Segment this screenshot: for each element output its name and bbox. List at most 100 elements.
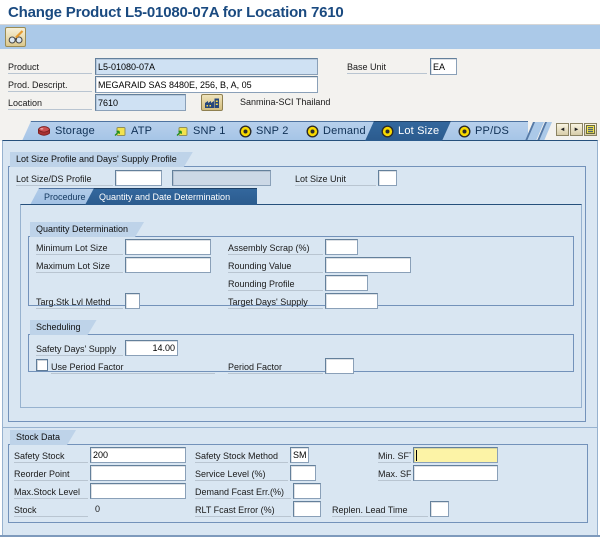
storage-icon [37,125,51,138]
lot-size-ds-profile-field[interactable] [115,170,162,186]
subtab-label: Quantity and Date Determination [99,191,231,202]
targ-stk-lvl-methd-label: Targ.Stk Lvl Methd [36,296,123,309]
replen-lead-time-field[interactable] [430,501,449,517]
title-bar: Change Product L5-01080-07A for Location… [0,0,600,25]
rlt-fcast-error-label: RLT Fcast Error (%) [195,504,291,517]
safety-stock-method-label: Safety Stock Method [195,450,288,463]
period-factor-label: Period Factor [228,361,323,374]
lot-size-profile-groupbox [8,166,586,422]
scheduling-groupbox [28,334,574,372]
lower-panel [2,428,598,535]
target-days-supply-label: Target Days' Supply [228,296,323,309]
radio-dot-icon [238,124,252,138]
tab-scroll-left-button[interactable]: ◄ [556,123,569,136]
prod-descript-label: Prod. Descript. [8,79,92,92]
tab-label: SNP 2 [256,125,289,137]
tab-label: PP/DS [475,125,510,137]
safety-stock-field[interactable] [90,447,186,463]
rlt-fcast-error-field[interactable] [293,501,321,517]
initial-icon [175,125,189,138]
stock-data-group-title: Stock Data [10,430,76,445]
tab-storage[interactable]: Storage [22,121,107,141]
stock-label: Stock [14,504,88,517]
max-sft-label: Max. SFT [378,469,411,481]
location-label: Location [8,97,92,110]
scroll-right-icon: ► [573,126,580,133]
radio-dot-icon [305,124,319,138]
scroll-left-icon: ◄ [559,126,566,133]
tab-snp2[interactable]: SNP 2 [223,121,299,141]
scheduling-group-title: Scheduling [30,320,97,335]
service-level-label: Service Level (%) [195,468,288,481]
demand-fcast-err-label: Demand Fcast Err.(%) [195,486,291,499]
tab-label: Storage [55,125,95,137]
initial-icon [113,125,127,138]
target-days-supply-field[interactable] [325,293,378,309]
lot-size-unit-field[interactable] [378,170,397,186]
base-unit-field[interactable] [430,58,457,75]
subtab-label: Procedure [44,191,86,202]
rounding-value-label: Rounding Value [228,260,323,273]
location-lookup-button[interactable] [201,94,223,111]
quantity-determination-group-title: Quantity Determination [30,222,144,237]
tab-label: Lot Size [398,125,440,137]
prod-descript-field[interactable] [95,76,318,93]
text-cursor [416,450,417,461]
use-period-factor-label: Use Period Factor [51,361,215,374]
stock-data-groupbox [8,444,588,523]
safety-stock-method-field[interactable] [290,447,309,463]
tab-snp1[interactable]: SNP 1 [160,121,232,141]
min-sft-field[interactable] [413,447,498,463]
tab-ppds[interactable]: PP/DS [442,121,528,141]
tab-label: Demand [323,125,366,137]
minimum-lot-size-field[interactable] [125,239,211,255]
safety-days-supply-field[interactable] [125,340,178,356]
reorder-point-label: Reorder Point [14,468,88,481]
stock-value: 0 [95,504,101,514]
tab-label: ATP [131,125,153,137]
tab-list-icon [586,125,595,134]
product-field[interactable] [95,58,318,75]
quantity-determination-groupbox [28,236,574,306]
max-stock-level-field[interactable] [90,483,186,499]
maximum-lot-size-field[interactable] [125,257,211,273]
glasses-pencil-icon [8,29,24,45]
product-label: Product [8,61,92,74]
tab-demand[interactable]: Demand [290,121,374,141]
tab-lot-size[interactable]: Lot Size [365,121,451,141]
tab-atp[interactable]: ATP [98,121,169,141]
tab-label: SNP 1 [193,125,226,137]
subtab-content-panel [20,204,582,408]
rounding-value-field[interactable] [325,257,411,273]
use-period-factor-checkbox[interactable] [36,359,48,371]
lot-size-ds-profile-description-field [172,170,271,186]
factory-icon [204,97,220,109]
tab-overview-button[interactable] [584,123,597,136]
period-factor-field[interactable] [325,358,354,374]
safety-days-supply-label: Safety Days' Supply [36,343,123,356]
replen-lead-time-label: Replen. Lead Time [332,504,428,517]
rounding-profile-label: Rounding Profile [228,278,323,291]
tab-scroll-right-button[interactable]: ► [570,123,583,136]
radio-dot-icon [380,125,394,138]
rounding-profile-field[interactable] [325,275,368,291]
lot-size-unit-label: Lot Size Unit [295,173,376,186]
window-bottom-divider [0,535,600,537]
demand-fcast-err-field[interactable] [293,483,321,499]
display-change-toggle-button[interactable] [5,27,26,47]
page-title: Change Product L5-01080-07A for Location… [8,4,344,21]
targ-stk-lvl-methd-field[interactable] [125,293,140,309]
max-stock-level-label: Max.Stock Level [14,486,88,499]
reorder-point-field[interactable] [90,465,186,481]
assembly-scrap-field[interactable] [325,239,358,255]
service-level-field[interactable] [290,465,316,481]
location-field[interactable] [95,94,186,111]
subtab-quantity-date-determination[interactable]: Quantity and Date Determination [85,188,257,205]
radio-dot-icon [457,124,471,138]
subtab-procedure[interactable]: Procedure [30,188,94,205]
base-unit-label: Base Unit [347,61,427,74]
assembly-scrap-label: Assembly Scrap (%) [228,242,323,255]
application-toolbar [0,25,600,50]
max-sft-field[interactable] [413,465,498,481]
